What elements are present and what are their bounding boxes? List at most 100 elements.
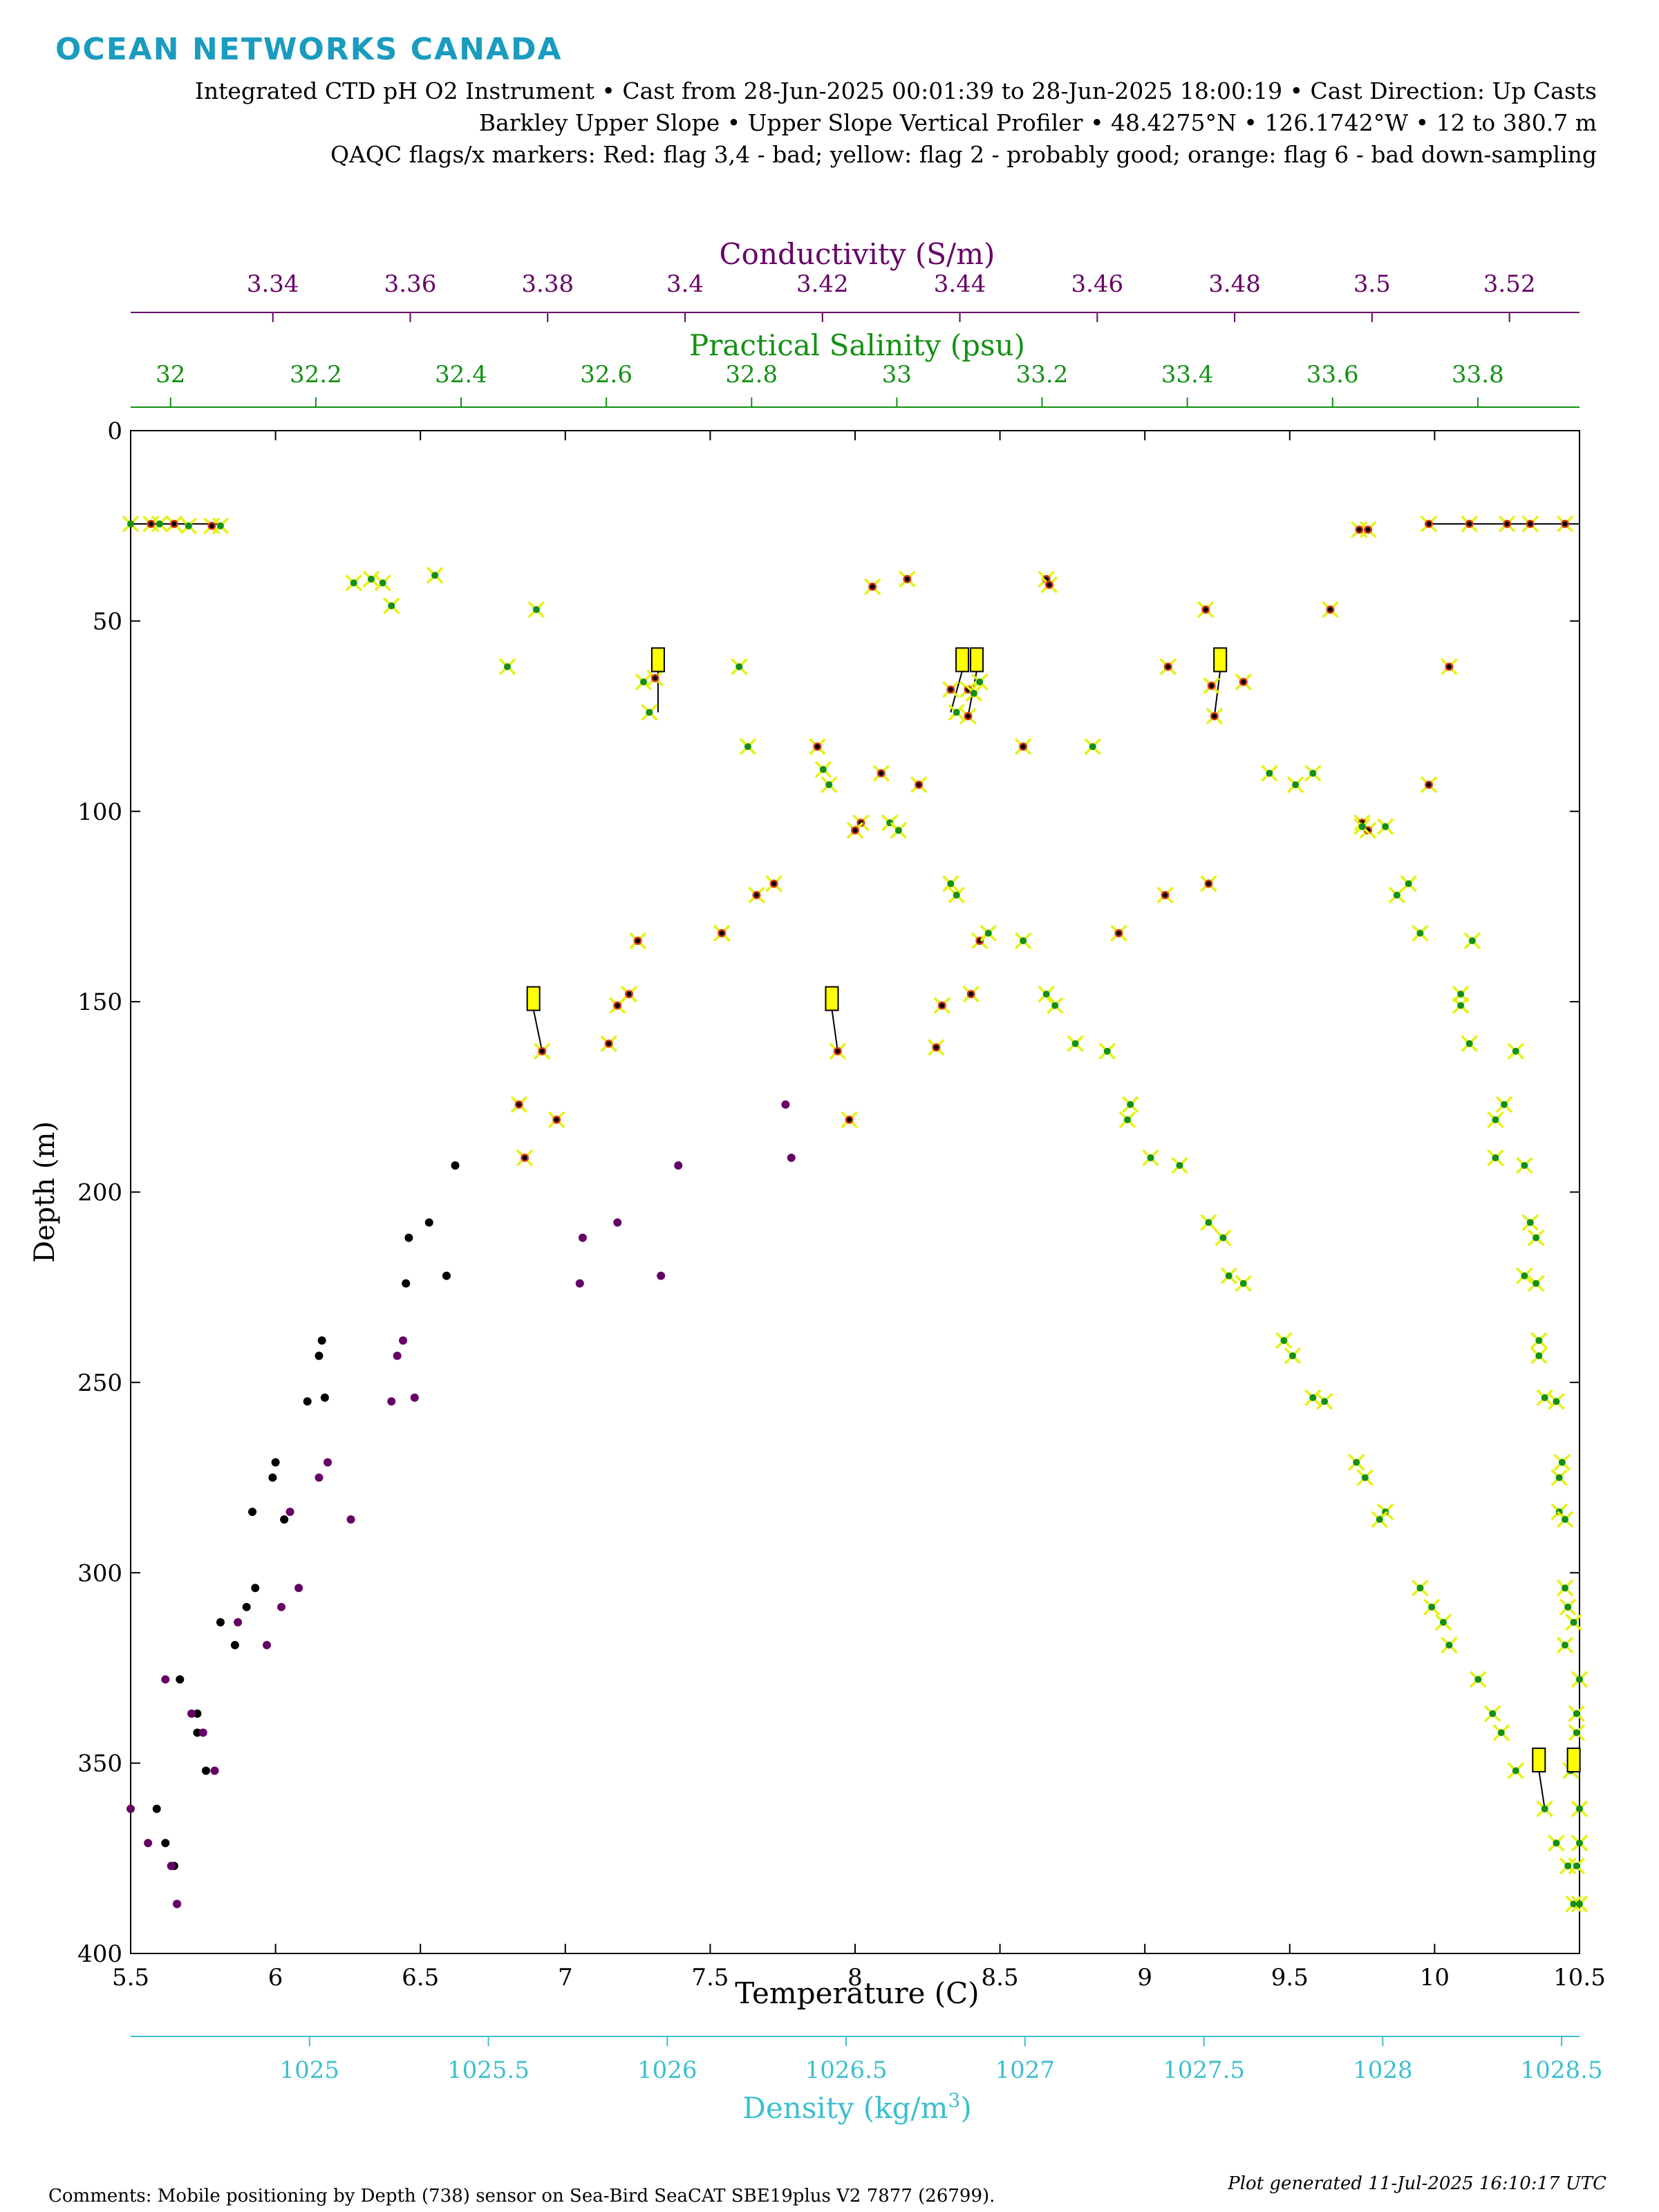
temperature-point <box>852 827 858 833</box>
salinity-point <box>1266 769 1273 777</box>
temperature-point <box>248 1508 257 1517</box>
salinity-point <box>1512 1767 1519 1774</box>
salinity-point <box>1497 1729 1505 1736</box>
salinity-point <box>1558 1459 1566 1466</box>
salinity-point <box>1465 1040 1473 1047</box>
temperature-point <box>879 771 884 776</box>
flag-box <box>650 647 665 673</box>
salinity-point <box>1089 743 1096 751</box>
flag-box <box>1213 647 1228 673</box>
temperature-point <box>933 1044 939 1050</box>
conductivity-tick-label: 3.36 <box>384 270 437 298</box>
temperature-tick-label: 7.5 <box>691 1964 729 1991</box>
ocean-networks-canada-logo[interactable]: OCEAN NETWORKS CANADA <box>55 32 563 67</box>
salinity-point <box>185 522 192 529</box>
flag-connector-line <box>831 1009 838 1051</box>
salinity-point <box>1468 937 1476 945</box>
conductivity-point <box>263 1640 272 1649</box>
salinity-point <box>984 929 992 937</box>
depth-tick-label: 200 <box>77 1179 122 1207</box>
salinity-point <box>1309 769 1317 777</box>
conductivity-point <box>294 1584 303 1593</box>
depth-tick-label: 350 <box>77 1750 122 1778</box>
depth-tick-label: 300 <box>77 1559 122 1587</box>
temperature-point <box>939 1003 945 1009</box>
flag-box <box>970 647 984 673</box>
conductivity-tick-label: 3.42 <box>796 270 849 298</box>
flag-box <box>1566 1747 1581 1773</box>
header-location-line: Barkley Upper Slope • Upper Slope Vertic… <box>478 109 1597 136</box>
salinity-point <box>1428 1603 1436 1611</box>
salinity-point <box>127 520 134 527</box>
conductivity-point <box>787 1153 796 1162</box>
temperature-point <box>303 1397 312 1406</box>
temperature-point <box>315 1351 324 1360</box>
temperature-point <box>1165 664 1171 669</box>
conductivity-point <box>324 1458 332 1467</box>
density-tick-label: 1027.5 <box>1163 2056 1245 2084</box>
salinity-point <box>1127 1100 1134 1108</box>
header-instrument-line: Integrated CTD pH O2 Instrument • Cast f… <box>194 77 1597 104</box>
temperature-point <box>404 1233 413 1242</box>
density-tick-label: 1026 <box>637 2056 697 2084</box>
temperature-point <box>1020 744 1026 749</box>
salinity-point <box>1553 1839 1560 1847</box>
chart-marks <box>122 515 1588 1913</box>
conductivity-point <box>173 1900 182 1909</box>
conductivity-point <box>315 1473 324 1482</box>
conductivity-point <box>410 1393 419 1402</box>
temperature-point <box>1209 683 1215 688</box>
temperature-point <box>719 930 724 936</box>
temperature-point <box>148 521 153 527</box>
salinity-tick-label: 32.6 <box>580 361 632 388</box>
salinity-point <box>1439 1618 1447 1626</box>
conductivity-point <box>575 1279 584 1288</box>
plot-generated-timestamp: Plot generated 11-Jul-2025 16:10:17 UTC <box>1228 2173 1606 2194</box>
temperature-tick-label: 8 <box>847 1964 863 1991</box>
salinity-point <box>744 743 751 751</box>
temperature-point <box>835 1049 841 1054</box>
temperature-point <box>1327 607 1333 612</box>
temperature-point <box>965 713 971 719</box>
temperature-point <box>1467 521 1472 527</box>
salinity-tick-label: 32 <box>156 361 185 388</box>
temperature-point <box>968 991 974 997</box>
salinity-point <box>1361 1474 1369 1481</box>
temperature-point <box>554 1117 559 1123</box>
temperature-point <box>152 1804 161 1813</box>
temperature-tick-label: 6 <box>268 1964 283 1991</box>
salinity-point <box>1020 937 1027 945</box>
depth-axis-title: Depth (m) <box>29 1121 61 1263</box>
salinity-point <box>947 880 955 888</box>
temperature-point <box>815 744 821 749</box>
salinity-point <box>1562 1516 1569 1524</box>
temperature-point <box>1356 527 1362 532</box>
salinity-point <box>1474 1676 1482 1683</box>
conductivity-point <box>674 1161 683 1170</box>
salinity-tick-label: 32.2 <box>290 361 342 388</box>
temperature-tick-label: 9.5 <box>1271 1964 1309 1991</box>
salinity-tick-label: 32.8 <box>725 361 778 388</box>
density-tick-label: 1028.5 <box>1521 2056 1603 2084</box>
temperature-point <box>193 1728 202 1737</box>
salinity-point <box>1553 1398 1560 1405</box>
salinity-point <box>1376 1516 1383 1524</box>
temperature-point <box>606 1041 612 1047</box>
salinity-point <box>970 690 977 697</box>
salinity-point <box>367 575 375 583</box>
salinity-point <box>1521 1272 1528 1280</box>
temperature-point <box>615 1003 620 1009</box>
temperature-point <box>320 1393 329 1402</box>
temperature-point <box>402 1279 411 1288</box>
density-tick-label: 1025.5 <box>447 2056 529 2084</box>
temperature-point <box>424 1218 433 1227</box>
temperature-point <box>176 1675 185 1684</box>
temperature-point <box>916 782 921 787</box>
salinity-point <box>1280 1337 1288 1344</box>
temperature-point <box>1528 521 1533 527</box>
salinity-point <box>388 602 395 610</box>
conductivity-tick-label: 3.5 <box>1353 270 1391 298</box>
conductivity-point <box>346 1515 355 1524</box>
temperature-point <box>442 1271 451 1280</box>
